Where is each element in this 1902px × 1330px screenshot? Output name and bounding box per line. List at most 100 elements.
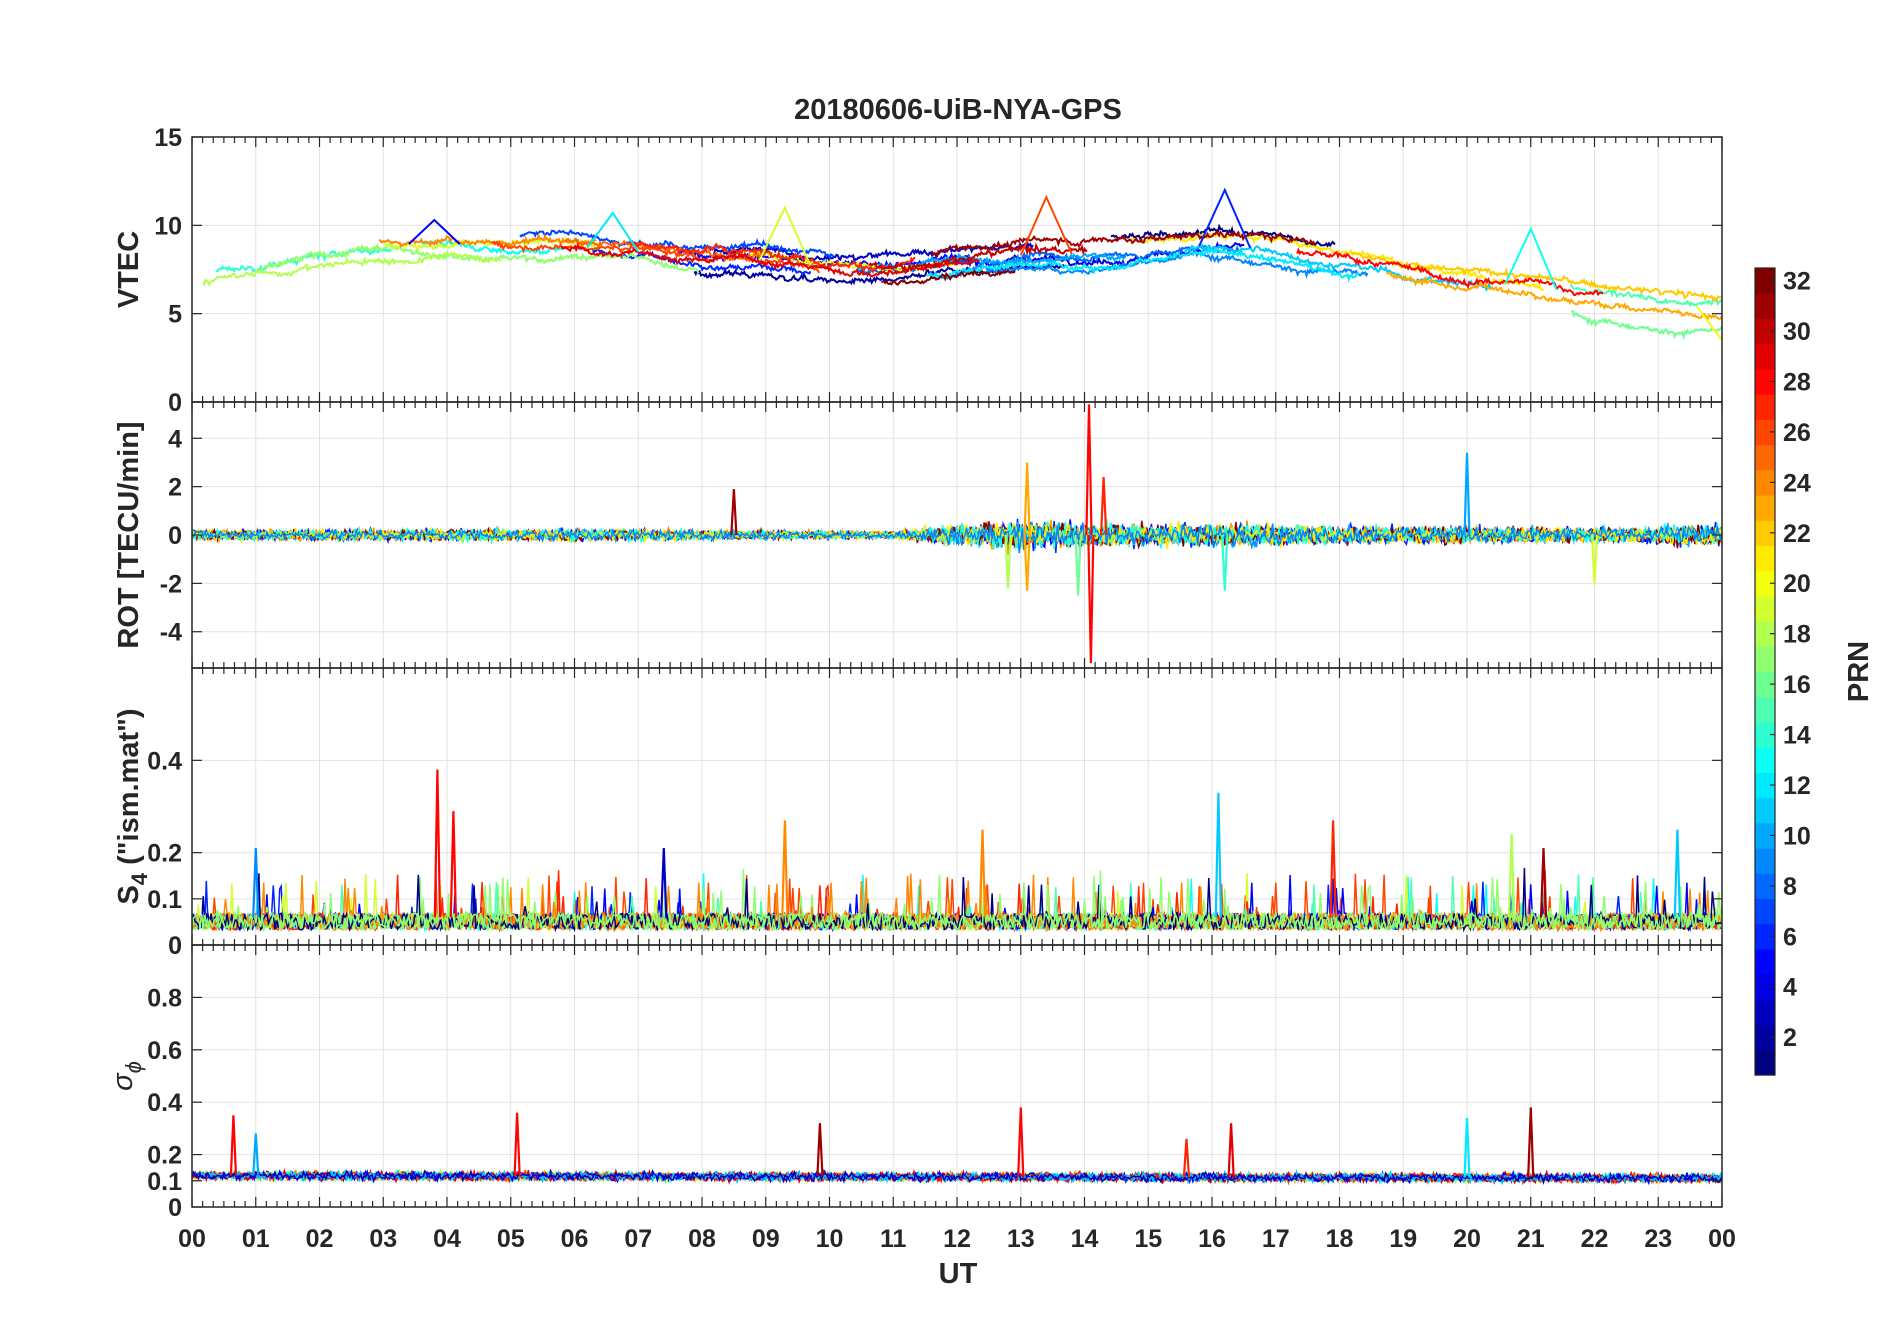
y-tick-label: 0.4 xyxy=(147,1089,182,1117)
spike-prn-31 xyxy=(1539,847,1548,918)
colorbar-swatch xyxy=(1755,848,1775,874)
x-tick-label: 11 xyxy=(880,1225,907,1253)
y-axis-label: ROT [TECU/min] xyxy=(113,421,145,648)
x-tick-label: 08 xyxy=(688,1225,716,1253)
spike-prn-18 xyxy=(1508,834,1516,918)
y-tick-label: 0 xyxy=(168,389,182,417)
colorbar-swatch xyxy=(1755,721,1775,748)
series-prn-22 xyxy=(1351,251,1722,303)
feature-prn-26 xyxy=(1019,194,1073,256)
spike-prn-28 xyxy=(1017,1107,1025,1178)
series-prn-31 xyxy=(930,229,1317,258)
y-axis-label-subscript: ϕ xyxy=(121,1061,146,1073)
y-tick-label: 2 xyxy=(168,474,182,502)
spike-prn-27 xyxy=(1100,476,1108,536)
y-tick-label: 0 xyxy=(168,522,182,550)
x-tick-label: 00 xyxy=(1708,1225,1736,1253)
y-axis-label: σϕ xyxy=(107,1061,146,1091)
y-tick-label: 0.8 xyxy=(147,984,182,1012)
series-prn-28 xyxy=(1296,247,1604,297)
colorbar-swatch xyxy=(1755,545,1775,572)
spike-prn-27 xyxy=(1329,820,1337,918)
series-prn-16 xyxy=(1571,309,1722,341)
x-tick-label: 10 xyxy=(816,1225,844,1253)
x-tick-label: 13 xyxy=(1007,1225,1035,1253)
x-tick-label: 04 xyxy=(433,1225,461,1253)
x-tick-label: 16 xyxy=(1198,1225,1226,1253)
spike-prn-19 xyxy=(1590,534,1599,584)
colorbar-swatch xyxy=(1755,570,1775,597)
colorbar-swatch xyxy=(1755,747,1775,773)
spike-prn-10 xyxy=(1463,452,1471,536)
x-tick-label: 15 xyxy=(1134,1225,1162,1253)
panel-ticks xyxy=(191,945,1723,1208)
colorbar-tick-label: 14 xyxy=(1783,722,1811,750)
colorbar-tick-label: 24 xyxy=(1783,469,1811,497)
colorbar-swatch xyxy=(1755,293,1775,320)
x-tick-label: 22 xyxy=(1581,1225,1609,1253)
spike-prn-28 xyxy=(1085,404,1093,536)
colorbar-swatch xyxy=(1755,873,1775,900)
colorbar-tick-label: 28 xyxy=(1783,368,1811,396)
spike-prn-3 xyxy=(660,847,668,918)
x-tick-label: 09 xyxy=(752,1225,780,1253)
y-axis-label: S4 ("ism.mat") xyxy=(113,708,152,904)
feature-prn-12 xyxy=(586,211,640,253)
panel-ticks xyxy=(191,402,1723,668)
colorbar-swatch xyxy=(1755,999,1775,1026)
colorbar-swatch xyxy=(1755,772,1775,799)
spike-prn-28 xyxy=(513,1112,521,1177)
y-tick-label: 0 xyxy=(168,932,182,960)
colorbar-swatch xyxy=(1755,318,1775,345)
colorbar-swatch xyxy=(1755,671,1775,698)
x-tick-label: 05 xyxy=(497,1225,525,1253)
colorbar-tick-label: 18 xyxy=(1783,621,1811,649)
y-tick-label: 0.4 xyxy=(147,747,182,775)
spike-prn-28 xyxy=(229,1115,238,1176)
colorbar-swatch xyxy=(1755,494,1775,521)
feature-prn-5 xyxy=(408,218,461,245)
spike-prn-11 xyxy=(1673,829,1681,918)
x-tick-label: 03 xyxy=(369,1225,397,1253)
y-tick-label: 0.1 xyxy=(147,886,182,914)
x-tick-label: 07 xyxy=(624,1225,652,1253)
panel-sigma_phi: 00.10.2 0.4 0.6 0.8 σϕ xyxy=(107,944,1723,1222)
colorbar-swatch xyxy=(1755,469,1775,496)
spike-prn-18 xyxy=(1004,534,1012,589)
colorbar-swatch xyxy=(1755,520,1775,547)
colorbar-swatch xyxy=(1755,822,1775,849)
colorbar-swatch xyxy=(1755,394,1775,420)
y-tick-label: 10 xyxy=(154,212,182,240)
spike-prn-23 xyxy=(1023,462,1031,536)
series-prn-18 xyxy=(202,251,502,288)
x-tick-label: 12 xyxy=(943,1225,971,1253)
series-prn-24 xyxy=(378,232,597,249)
x-tick-label: 14 xyxy=(1071,1225,1099,1253)
y-axis-label: VTEC xyxy=(113,231,145,308)
colorbar-tick-label: 10 xyxy=(1783,822,1811,850)
spike-prn-16 xyxy=(1074,534,1082,596)
colorbar-tick-label: 26 xyxy=(1783,419,1811,447)
colorbar-tick-label: 8 xyxy=(1783,873,1797,901)
feature-prn-13 xyxy=(1504,226,1558,290)
spike-prn-24 xyxy=(978,829,987,918)
x-tick-label: 23 xyxy=(1644,1225,1672,1253)
y-tick-label: 5 xyxy=(168,301,182,329)
series-prn-27 xyxy=(628,240,916,275)
colorbar-tick-label: 20 xyxy=(1783,570,1811,598)
colorbar-tick-label: 4 xyxy=(1783,974,1797,1002)
x-tick-label: 00 xyxy=(178,1225,206,1253)
feature-prn-6 xyxy=(1198,187,1252,249)
x-tick-label: 20 xyxy=(1453,1225,1481,1253)
x-tick-label: 19 xyxy=(1389,1225,1417,1253)
colorbar-swatch xyxy=(1755,646,1775,673)
series-prn-9 xyxy=(192,522,1722,554)
colorbar-swatch xyxy=(1755,1049,1775,1076)
spike-prn-23 xyxy=(1023,534,1031,591)
feature-prn-20 xyxy=(1695,305,1722,342)
spike-prn-10 xyxy=(252,1133,260,1176)
y-tick-label: 15 xyxy=(154,124,182,152)
series-prn-12 xyxy=(926,246,1360,283)
colorbar-tick-label: 22 xyxy=(1783,520,1811,548)
x-tick-label: 18 xyxy=(1326,1225,1354,1253)
